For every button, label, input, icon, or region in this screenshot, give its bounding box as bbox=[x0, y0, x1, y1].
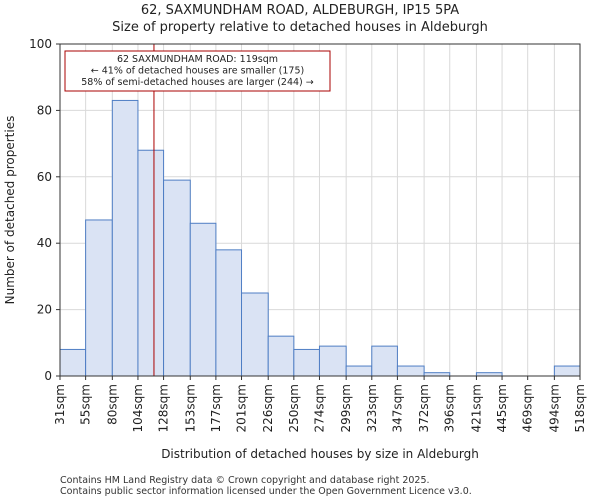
x-tick-label-6: 177sqm bbox=[209, 384, 223, 432]
y-axis-label: Number of detached properties bbox=[3, 116, 17, 305]
y-tick-label-3: 60 bbox=[37, 170, 52, 184]
x-tick-label-9: 250sqm bbox=[287, 384, 301, 432]
bar-153sqm bbox=[189, 222, 217, 377]
bar-104sqm bbox=[137, 149, 165, 377]
x-tick-label-1: 55sqm bbox=[79, 384, 93, 425]
bar-layer bbox=[59, 99, 581, 377]
x-tick-label-10: 274sqm bbox=[312, 384, 326, 432]
x-tick-label-16: 421sqm bbox=[469, 384, 483, 432]
x-tick-label-14: 372sqm bbox=[417, 384, 431, 432]
x-tick-label-15: 396sqm bbox=[443, 384, 457, 432]
annotation-line-1: 62 SAXMUNDHAM ROAD: 119sqm bbox=[117, 54, 278, 65]
x-tick-label-12: 323sqm bbox=[365, 384, 379, 432]
y-tick-label-4: 80 bbox=[37, 103, 52, 117]
x-tick-label-13: 347sqm bbox=[390, 384, 404, 432]
bar-299sqm bbox=[345, 365, 373, 377]
bar-128sqm bbox=[163, 179, 191, 377]
annotation-line-3: 58% of semi-detached houses are larger (… bbox=[81, 77, 314, 88]
x-tick-label-3: 104sqm bbox=[131, 384, 145, 432]
bar-494sqm bbox=[553, 365, 581, 377]
chart-subtitle: Size of property relative to detached ho… bbox=[112, 20, 488, 35]
bar-177sqm bbox=[215, 249, 243, 377]
bar-31sqm bbox=[59, 348, 87, 377]
bar-323sqm bbox=[371, 345, 398, 377]
plot-frame bbox=[59, 43, 581, 377]
x-tick-label-11: 299sqm bbox=[339, 384, 353, 432]
bar-226sqm bbox=[267, 335, 295, 377]
bar-347sqm bbox=[396, 365, 425, 377]
y-tick-label-0: 0 bbox=[44, 369, 52, 383]
y-tick-label-5: 100 bbox=[29, 37, 52, 51]
bar-250sqm bbox=[293, 348, 320, 377]
y-tick-label-1: 20 bbox=[37, 303, 52, 317]
bar-201sqm bbox=[241, 292, 269, 377]
marker-annotation: 62 SAXMUNDHAM ROAD: 119sqm ← 41% of deta… bbox=[64, 50, 331, 92]
chart-title: 62, SAXMUNDHAM ROAD, ALDEBURGH, IP15 5PA bbox=[141, 3, 459, 18]
annotation-box bbox=[64, 50, 331, 92]
x-axis-label: Distribution of detached houses by size … bbox=[161, 447, 479, 461]
x-tick-label-4: 128sqm bbox=[157, 384, 171, 432]
x-tick-label-8: 226sqm bbox=[261, 384, 275, 432]
x-tick-label-0: 31sqm bbox=[53, 384, 67, 425]
bar-55sqm bbox=[85, 219, 113, 377]
x-ticks: 31sqm 55sqm 80sqm 104sqm 128sqm 153sqm 177sqm 2… bbox=[53, 376, 587, 432]
x-tick-label-17: 445sqm bbox=[495, 384, 509, 432]
x-tick-label-7: 201sqm bbox=[235, 384, 249, 432]
footer-line-2: Contains public sector information licen… bbox=[60, 486, 472, 497]
y-ticks: 0 20 40 60 80 100 bbox=[29, 37, 60, 383]
annotation-line-2: ← 41% of detached houses are smaller (17… bbox=[91, 66, 304, 77]
x-tick-label-2: 80sqm bbox=[105, 384, 119, 425]
x-tick-label-20: 518sqm bbox=[573, 384, 587, 432]
bar-80sqm bbox=[111, 99, 139, 377]
x-tick-label-5: 153sqm bbox=[183, 384, 197, 432]
x-tick-label-18: 469sqm bbox=[521, 384, 535, 432]
bar-274sqm bbox=[318, 345, 347, 377]
footer-line-1: Contains HM Land Registry data © Crown c… bbox=[60, 475, 430, 486]
x-tick-label-19: 494sqm bbox=[547, 384, 561, 432]
y-tick-label-2: 40 bbox=[37, 236, 52, 250]
